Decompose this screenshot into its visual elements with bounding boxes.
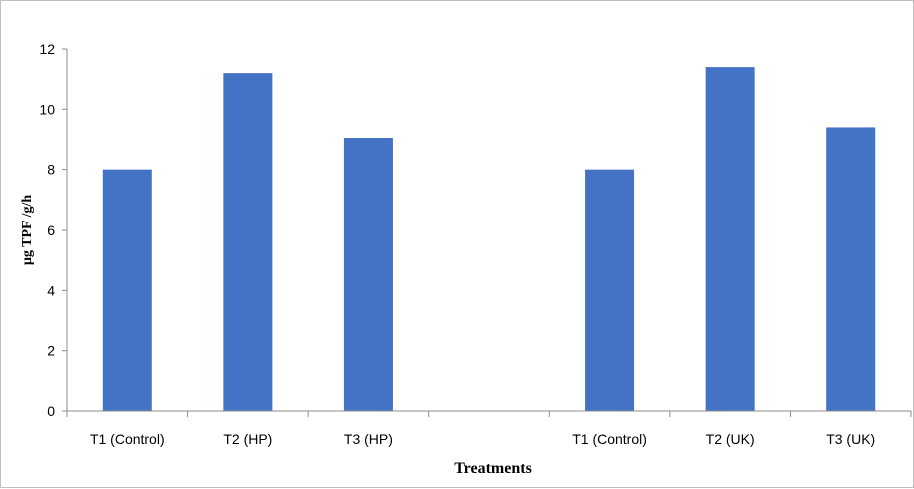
x-tick-label: T2 (HP) <box>223 431 272 447</box>
bars <box>102 67 876 411</box>
x-tick-label: T3 (UK) <box>826 431 875 447</box>
y-tick-label: 0 <box>47 403 55 419</box>
bar <box>223 73 273 411</box>
y-tick-label: 12 <box>39 41 55 57</box>
bar <box>102 169 152 411</box>
y-tick-label: 8 <box>47 162 55 178</box>
y-tick-label: 6 <box>47 222 55 238</box>
bar <box>826 127 876 411</box>
y-axis-label: µg TPF /g/h <box>20 195 35 266</box>
y-tick-label: 4 <box>47 282 55 298</box>
y-tick-label: 2 <box>47 343 55 359</box>
x-tick-label: T2 (UK) <box>706 431 755 447</box>
y-tick-label: 10 <box>39 101 55 117</box>
x-tick-label: T1 (Control) <box>572 431 647 447</box>
y-axis-ticks: 0 2 4 6 8 10 12 <box>39 41 67 419</box>
x-axis-label: Treatments <box>454 460 532 477</box>
bar <box>343 137 393 411</box>
bar <box>705 67 755 411</box>
x-tick-label: T3 (HP) <box>344 431 393 447</box>
x-axis-ticks: T1 (Control) T2 (HP) T3 (HP) T1 (Control) T2… <box>66 411 912 447</box>
bar <box>585 169 635 411</box>
x-tick-label: T1 (Control) <box>90 431 165 447</box>
